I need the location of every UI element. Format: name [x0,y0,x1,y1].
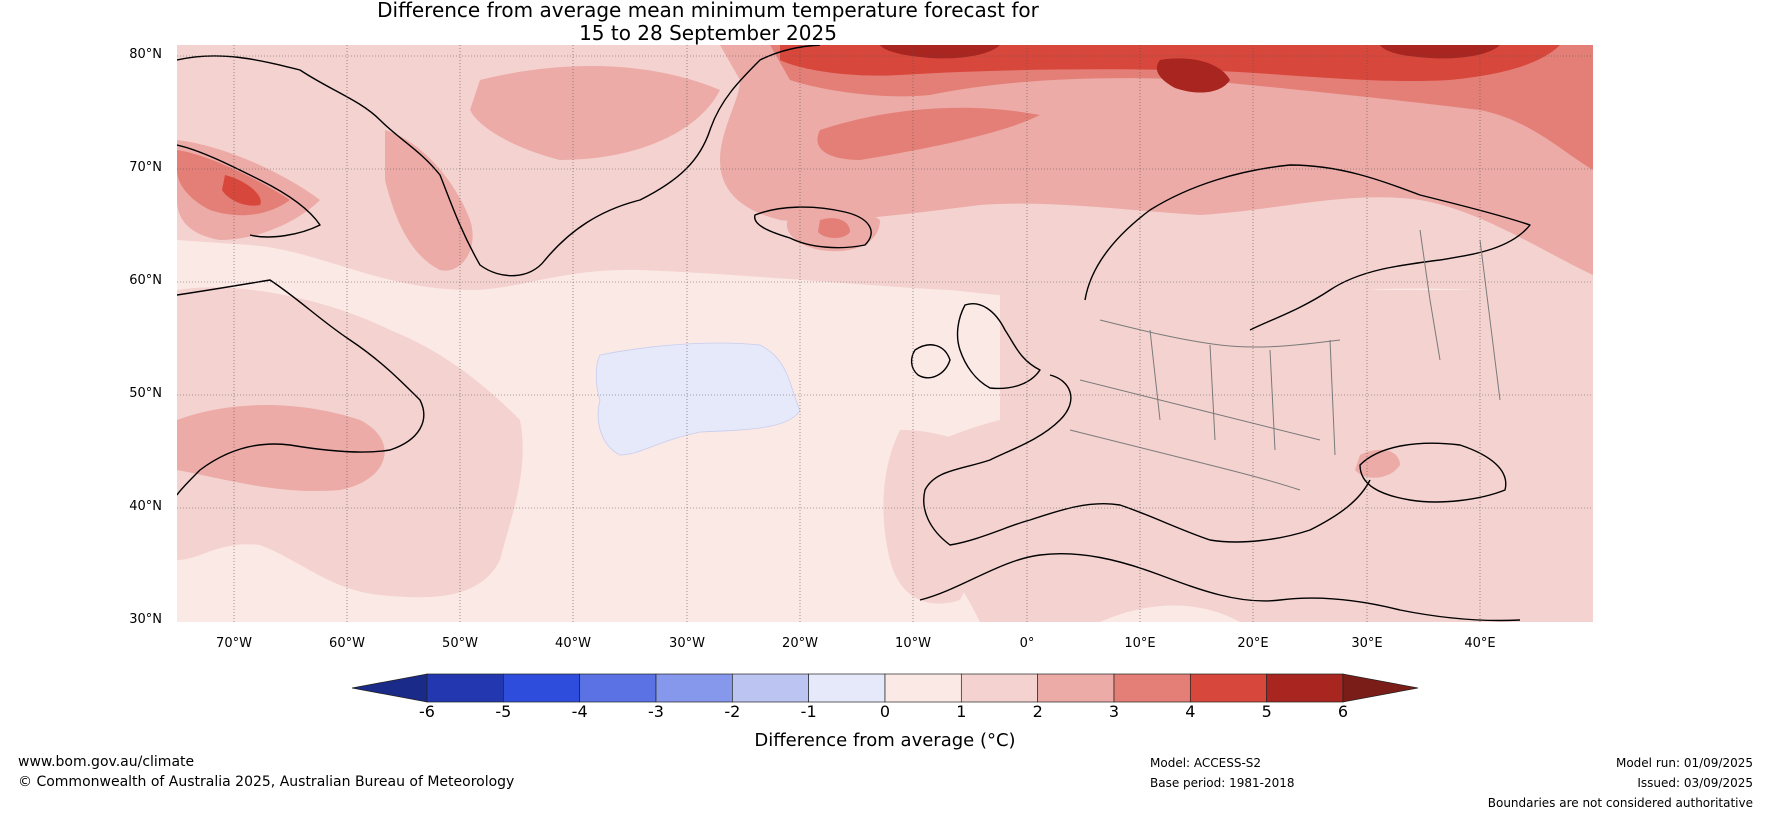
anomaly-band-4-5-baffin [222,175,261,206]
lon-label: 30°E [1351,636,1383,651]
lat-label: 80°N [129,47,162,62]
anomaly-band-1-2-iberia [883,430,1010,604]
colorbar-tick-label: -6 [419,702,435,721]
anomaly-band-2-3-nova-scotia [177,405,385,491]
anomaly-band-5-6-arctic [880,45,1000,59]
iceland-coast [754,206,872,249]
footer-model-run: Model run: 01/09/2025 [1615,756,1753,770]
lat-label: 30°N [129,612,162,627]
lon-label: 70°W [216,636,252,651]
lon-label: 50°W [442,636,478,651]
colorbar-tick-label: 3 [1108,702,1120,721]
colorbar-tick-label: 4 [1185,702,1196,721]
lon-label: 20°W [782,636,818,651]
footer-copyright: © Commonwealth of Australia 2025, Austra… [18,774,515,790]
colorbar-tick-label: -5 [495,702,512,721]
colorbar-tick-label: 5 [1261,702,1272,721]
anomaly-band-1-2-europe [887,290,1593,622]
lon-label: 10°E [1124,636,1156,651]
anomaly-field [177,45,1593,622]
anomaly-band-2-3-greenland-east [385,130,473,271]
anomaly-band-2-3-arctic [720,45,1593,275]
colorbar-tick-label: -2 [724,702,741,721]
colorbar-segment [1189,673,1268,703]
lon-label: 0° [1019,636,1035,651]
colorbar-tick-label: 6 [1337,702,1349,721]
africa-coast [919,553,1521,622]
colorbar-tick-label: 1 [956,702,967,721]
anomaly-band-5-6-franz-josef [1380,45,1500,59]
colorbar-segment [502,673,581,703]
colorbar-segment [731,673,810,703]
lat-label: 60°N [129,273,162,288]
anomaly-band-5-6-svalbard [1156,58,1230,93]
anomaly-band-2-3-black-sea [1355,449,1400,478]
footer-disclaimer: Boundaries are not considered authoritat… [1487,796,1753,810]
ireland-coast [910,344,951,379]
baffin-coast [177,144,321,238]
lat-label: 50°N [129,386,162,401]
colorbar-segment [1266,673,1344,703]
anomaly-band-neg1-0-atlantic [595,342,801,456]
europe-coast [923,374,1371,546]
lon-label: 60°W [329,636,365,651]
lon-label: 40°W [555,636,591,651]
colorbar-segment [655,673,733,703]
colorbar [351,673,1419,703]
colorbar-tick-label: -3 [648,702,664,721]
anomaly-band-2-3-north-atlantic [470,66,720,160]
map-title-line-1: Difference from average mean minimum tem… [377,0,1039,22]
colorbar-extend-high [1342,673,1419,703]
colorbar-segment [579,673,657,703]
colorbar-segment [808,673,886,703]
coastlines [177,45,1531,622]
lat-label: 40°N [129,499,162,514]
lon-label: 40°E [1464,636,1496,651]
country-borders [1069,229,1501,491]
scandinavia-coast [1084,164,1531,331]
lon-label: 10°W [895,636,931,651]
footer-url: www.bom.gov.au/climate [18,754,195,770]
footer-model: Model: ACCESS-S2 [1150,756,1262,770]
labrador-coast [177,279,425,496]
colorbar-segment [426,673,504,703]
colorbar-segment [960,673,1039,703]
colorbar-extend-low [351,673,428,703]
map-title-line-2: 15 to 28 September 2025 [579,21,837,45]
anomaly-band-3-4-iceland [818,218,850,238]
lon-label: 20°E [1237,636,1269,651]
footer-issued: Issued: 03/09/2025 [1637,776,1753,790]
british-isles-coast [956,303,1041,390]
greenland-coast [177,45,821,277]
colorbar-label: Difference from average (°C) [754,730,1016,751]
colorbar-tick-label: -4 [571,702,588,721]
anomaly-band-3-4-barents [817,107,1040,160]
colorbar-tick-label: -1 [800,702,817,721]
colorbar-segment [1113,673,1191,703]
lon-label: 30°W [669,636,705,651]
lat-label: 70°N [129,160,162,175]
colorbar-tick-label: 2 [1032,702,1043,721]
footer-base-period: Base period: 1981-2018 [1150,776,1295,790]
colorbar-segment [1037,673,1115,703]
colorbar-tick-label: 0 [879,702,891,721]
colorbar-segment [884,673,962,703]
graticule [177,45,1593,622]
black-sea-coast [1359,442,1507,503]
